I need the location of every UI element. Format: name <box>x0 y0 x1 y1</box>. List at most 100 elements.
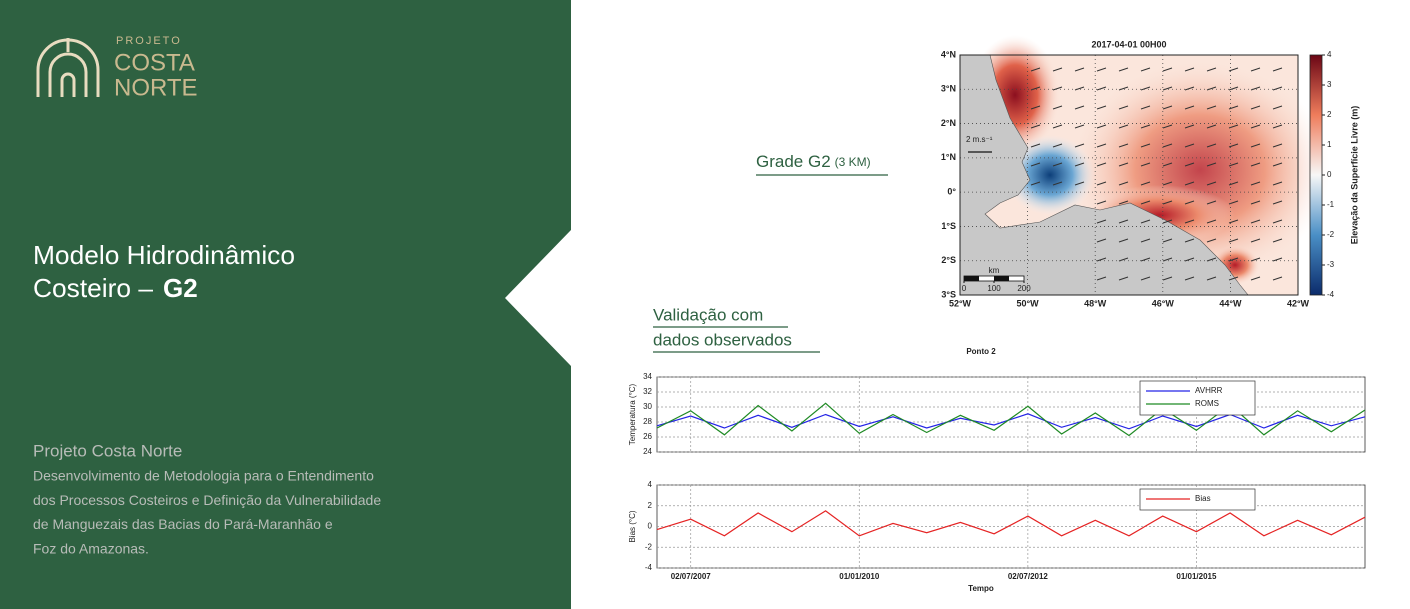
y-tick-label: 3°N <box>941 84 956 94</box>
vector-arrow <box>1162 238 1173 243</box>
vector-arrow <box>1030 181 1041 186</box>
vector-arrow <box>1118 238 1129 243</box>
y-tick-label: 2°S <box>941 255 956 265</box>
vector-arrow <box>1228 105 1239 110</box>
y-tick-label: 32 <box>643 387 652 396</box>
vector-arrow <box>1162 200 1173 205</box>
logo-text: COSTA <box>114 49 195 76</box>
vector-arrow <box>1162 276 1173 281</box>
slide-title: Modelo Hidrodinâmico <box>33 240 295 270</box>
vector-arrow <box>1096 143 1107 148</box>
land <box>959 54 1249 296</box>
vector-arrow <box>1162 162 1173 167</box>
y-axis-label: Temperatura (°C) <box>628 383 637 445</box>
vector-arrow <box>1052 124 1063 129</box>
vector-arrow <box>1118 181 1129 186</box>
vector-scale-label: 2 m.s⁻¹ <box>966 135 993 144</box>
vector-arrow <box>1140 200 1151 205</box>
vector-arrow <box>1272 257 1283 262</box>
y-tick-label: 34 <box>643 372 652 381</box>
legend-label: ROMS <box>1195 399 1219 408</box>
vector-arrow <box>1250 200 1261 205</box>
vector-arrow <box>1228 257 1239 262</box>
scale-bar <box>994 276 1009 281</box>
vector-arrow <box>1206 238 1217 243</box>
y-tick-label: 2 <box>648 501 653 510</box>
vector-arrow <box>1118 276 1129 281</box>
vector-arrow <box>1118 124 1129 129</box>
vector-arrow <box>1272 200 1283 205</box>
vector-arrow <box>1052 162 1063 167</box>
vector-arrow <box>1030 143 1041 148</box>
x-tick-label: 01/01/2015 <box>1176 572 1217 581</box>
vector-arrow <box>1030 162 1041 167</box>
grid-label-text: Grade G2 <box>756 152 831 171</box>
vector-arrow <box>1228 219 1239 224</box>
vector-arrow <box>1140 181 1151 186</box>
y-tick-label: -4 <box>645 563 653 572</box>
vector-arrow <box>1250 276 1261 281</box>
y-tick-label: 0° <box>947 187 956 197</box>
y-tick-label: 28 <box>643 417 652 426</box>
slide-title-emphasis: G2 <box>163 273 198 303</box>
vector-arrow <box>1162 124 1173 129</box>
y-tick-label: 30 <box>643 402 652 411</box>
y-tick-label: 1°N <box>941 152 956 162</box>
vector-arrow <box>1272 86 1283 91</box>
vector-arrow <box>1162 181 1173 186</box>
vector-arrow <box>1206 143 1217 148</box>
vector-arrow <box>1162 219 1173 224</box>
y-tick-label: 26 <box>643 432 652 441</box>
vector-arrow <box>1052 105 1063 110</box>
x-tick-label: 01/01/2010 <box>839 572 880 581</box>
vector-arrow <box>1030 124 1041 129</box>
vector-arrow <box>1118 67 1129 72</box>
vector-arrow <box>1074 143 1085 148</box>
vector-arrow <box>1096 162 1107 167</box>
legend-label: Bias <box>1195 494 1211 503</box>
x-tick-label: 48°W <box>1084 298 1107 308</box>
vector-arrow <box>1250 219 1261 224</box>
colorbar-tick-label: 3 <box>1327 80 1332 89</box>
slide-title: Costeiro – <box>33 273 154 303</box>
x-tick-label: 52°W <box>949 298 972 308</box>
vector-arrow <box>1184 105 1195 110</box>
x-axis-label: Tempo <box>968 584 994 593</box>
y-tick-label: 0 <box>648 522 653 531</box>
map-title: 2017-04-01 00H00 <box>1091 39 1166 49</box>
vector-arrow <box>1228 162 1239 167</box>
vector-arrow <box>1118 105 1129 110</box>
vector-arrow <box>1228 86 1239 91</box>
vector-arrow <box>1052 86 1063 91</box>
vector-arrow <box>1184 238 1195 243</box>
legend-box <box>1139 380 1256 416</box>
colorbar-tick-label: 1 <box>1327 140 1332 149</box>
legend-label: AVHRR <box>1195 386 1223 395</box>
vector-arrow <box>1096 67 1107 72</box>
colorbar-tick-label: -2 <box>1327 230 1335 239</box>
x-tick-label: 44°W <box>1219 298 1242 308</box>
vector-arrow <box>1096 200 1107 205</box>
vector-arrow <box>1140 105 1151 110</box>
vector-arrow <box>1030 67 1041 72</box>
logo-text: PROJETO <box>116 35 182 47</box>
vector-arrow <box>1206 276 1217 281</box>
vector-arrow <box>1184 67 1195 72</box>
vector-arrow <box>1250 124 1261 129</box>
vector-arrow <box>1250 143 1261 148</box>
vector-arrow <box>1206 200 1217 205</box>
description-line: de Manguezais das Bacias do Pará-Maranhã… <box>33 516 333 532</box>
vector-arrow <box>1272 143 1283 148</box>
vector-arrow <box>1184 200 1195 205</box>
vector-arrow <box>1096 257 1107 262</box>
vector-arrow <box>1096 276 1107 281</box>
vector-arrow <box>1184 86 1195 91</box>
vector-arrow <box>1096 124 1107 129</box>
vector-arrow <box>1184 162 1195 167</box>
logo-icon <box>36 38 100 97</box>
vector-arrow <box>1184 257 1195 262</box>
vector-arrow <box>1206 181 1217 186</box>
vector-arrow <box>1118 162 1129 167</box>
